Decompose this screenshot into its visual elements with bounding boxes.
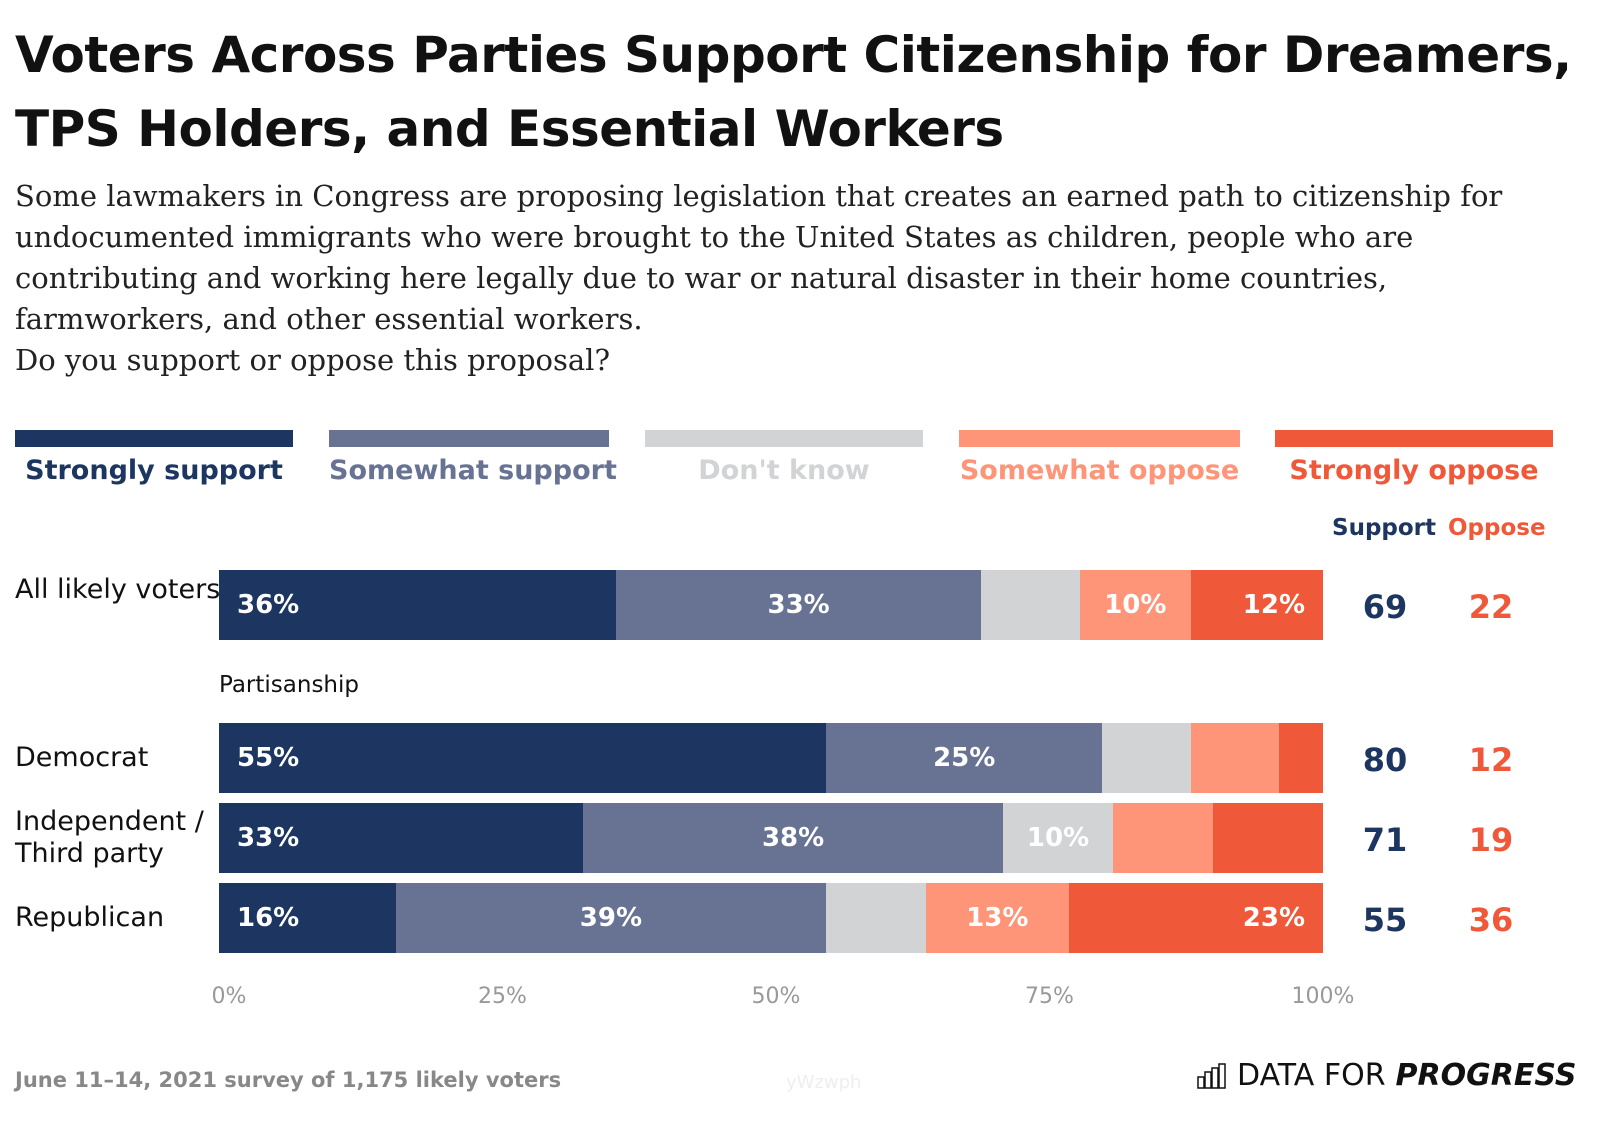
bar-data-label: 13% <box>966 903 1029 933</box>
oppose-total: 22 <box>1468 588 1514 626</box>
bar-segment <box>826 723 1103 793</box>
x-tick-label: 50% <box>751 984 801 1009</box>
legend-item: Strongly support <box>15 430 293 500</box>
bar-segment <box>616 570 982 640</box>
bar-data-label: 12% <box>1242 590 1305 620</box>
section-label-partisanship: Partisanship <box>219 672 359 698</box>
legend-item: Strongly oppose <box>1275 430 1553 500</box>
support-total: 71 <box>1362 821 1408 859</box>
footnote: June 11–14, 2021 survey of 1,175 likely … <box>15 1068 562 1092</box>
bar-segment <box>980 570 1081 640</box>
bar-data-label: 36% <box>237 590 300 620</box>
legend-label: Strongly support <box>25 455 283 486</box>
legend-swatch <box>645 430 923 447</box>
chart-title: Voters Across Parties Support Citizenshi… <box>15 26 1572 158</box>
row-label-republican: Republican <box>15 902 165 933</box>
legend-item: Somewhat oppose <box>959 430 1240 500</box>
question-text: Do you support or oppose this proposal? <box>15 343 611 377</box>
legend-label: Somewhat support <box>329 455 617 486</box>
chart-subtitle: Some lawmakers in Congress are proposing… <box>15 176 1585 381</box>
row-label-independent: Independent / Third party <box>15 806 204 869</box>
support-total: 69 <box>1362 588 1408 626</box>
bar-segment <box>1069 883 1324 953</box>
support-total: 55 <box>1362 901 1408 939</box>
row-label-all: All likely voters <box>15 574 221 605</box>
logo-text-bold: PROGRESS <box>1395 1058 1577 1093</box>
logo-text-light: DATA FOR <box>1237 1058 1386 1093</box>
data-for-progress-logo: DATA FOR PROGRESS <box>1197 1058 1577 1093</box>
watermark: yWzwph <box>786 1072 862 1093</box>
x-tick-label: 0% <box>211 984 247 1009</box>
bar-segment <box>395 883 827 953</box>
bar-data-label: 38% <box>761 823 825 853</box>
bar-segment <box>1190 570 1324 640</box>
bar-segment <box>1002 803 1114 873</box>
bar-segment <box>219 723 827 793</box>
bar-segment <box>219 570 617 640</box>
bar-segment <box>925 883 1070 953</box>
bar-segment <box>219 803 584 873</box>
legend-item: Somewhat support <box>329 430 617 500</box>
subtitle-text: Some lawmakers in Congress are proposing… <box>15 179 1503 336</box>
support-total: 80 <box>1362 741 1408 779</box>
legend-label: Somewhat oppose <box>959 455 1240 486</box>
bar-segment <box>1212 803 1324 873</box>
oppose-total: 19 <box>1468 821 1514 859</box>
legend-label: Don't know <box>698 455 870 486</box>
legend-swatch <box>15 430 293 447</box>
bar-segment <box>219 883 397 953</box>
legend-label: Strongly oppose <box>1289 455 1539 486</box>
oppose-total: 12 <box>1468 741 1514 779</box>
bar-segment <box>1102 723 1191 793</box>
legend-swatch <box>329 430 609 447</box>
oppose-column-header: Oppose <box>1448 515 1546 541</box>
bar-data-label: 16% <box>237 903 300 933</box>
legend-swatch <box>1275 430 1553 447</box>
bar-segment <box>583 803 1004 873</box>
bar-data-label: 55% <box>237 743 300 773</box>
bar-data-label: 33% <box>237 823 300 853</box>
bar-data-label: 33% <box>767 590 830 620</box>
support-column-header: Support <box>1332 515 1437 541</box>
bar-segment <box>826 883 927 953</box>
bar-segment <box>1278 723 1324 793</box>
legend-swatch <box>959 430 1240 447</box>
x-tick-label: 25% <box>478 984 527 1009</box>
bar-segment <box>1080 570 1191 640</box>
x-tick-label: 75% <box>1025 984 1074 1009</box>
oppose-total: 36 <box>1468 901 1514 939</box>
x-tick-label: 100% <box>1291 984 1355 1009</box>
bar-segment <box>1190 723 1280 793</box>
row-label-democrat: Democrat <box>15 742 149 773</box>
bar-data-label: 23% <box>1242 903 1305 933</box>
bar-data-label: 39% <box>579 903 643 933</box>
bar-data-label: 25% <box>933 743 996 773</box>
bar-chart-logo-icon <box>1197 1062 1226 1089</box>
bar-data-label: 10% <box>1104 590 1167 620</box>
bar-segment <box>1113 803 1214 873</box>
legend-item: Don't know <box>645 430 923 500</box>
bar-data-label: 10% <box>1026 823 1090 853</box>
